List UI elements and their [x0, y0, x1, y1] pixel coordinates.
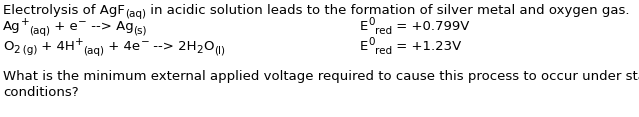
Text: −: − — [78, 17, 87, 27]
Text: Ag: Ag — [3, 20, 20, 33]
Text: +: + — [20, 17, 29, 27]
Text: What is the minimum external applied voltage required to cause this process to o: What is the minimum external applied vol… — [3, 70, 639, 99]
Text: (aq): (aq) — [29, 26, 50, 36]
Text: 2 (g): 2 (g) — [13, 46, 37, 55]
Text: −: − — [141, 37, 149, 47]
Text: E: E — [360, 20, 368, 33]
Text: O: O — [203, 40, 214, 53]
Text: in acidic solution leads to the formation of silver metal and oxygen gas.: in acidic solution leads to the formatio… — [146, 4, 629, 17]
Text: + 4H: + 4H — [37, 40, 75, 53]
Text: = +1.23V: = +1.23V — [392, 40, 461, 53]
Text: (aq): (aq) — [125, 9, 146, 19]
Text: (l): (l) — [214, 46, 225, 55]
Text: Electrolysis of AgF: Electrolysis of AgF — [3, 4, 125, 17]
Text: + e: + e — [50, 20, 78, 33]
Text: (aq): (aq) — [83, 46, 104, 56]
Text: (s): (s) — [134, 26, 147, 35]
Text: 0: 0 — [368, 37, 374, 47]
Text: O: O — [3, 40, 13, 53]
Text: E: E — [360, 40, 368, 53]
Text: 2: 2 — [197, 46, 203, 55]
Text: = +0.799V: = +0.799V — [392, 20, 469, 33]
Text: red: red — [374, 46, 392, 56]
Text: --> Ag: --> Ag — [87, 20, 134, 33]
Text: +: + — [75, 37, 83, 47]
Text: 0: 0 — [368, 17, 374, 27]
Text: + 4e: + 4e — [104, 40, 141, 53]
Text: red: red — [374, 26, 392, 36]
Text: --> 2H: --> 2H — [149, 40, 197, 53]
